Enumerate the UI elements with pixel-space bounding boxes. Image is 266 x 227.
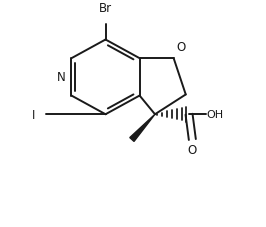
Text: O: O	[176, 41, 185, 54]
Text: Br: Br	[99, 2, 112, 15]
Text: N: N	[57, 71, 66, 84]
Polygon shape	[130, 115, 155, 142]
Text: O: O	[188, 143, 197, 156]
Text: OH: OH	[207, 110, 224, 120]
Text: I: I	[32, 108, 35, 121]
